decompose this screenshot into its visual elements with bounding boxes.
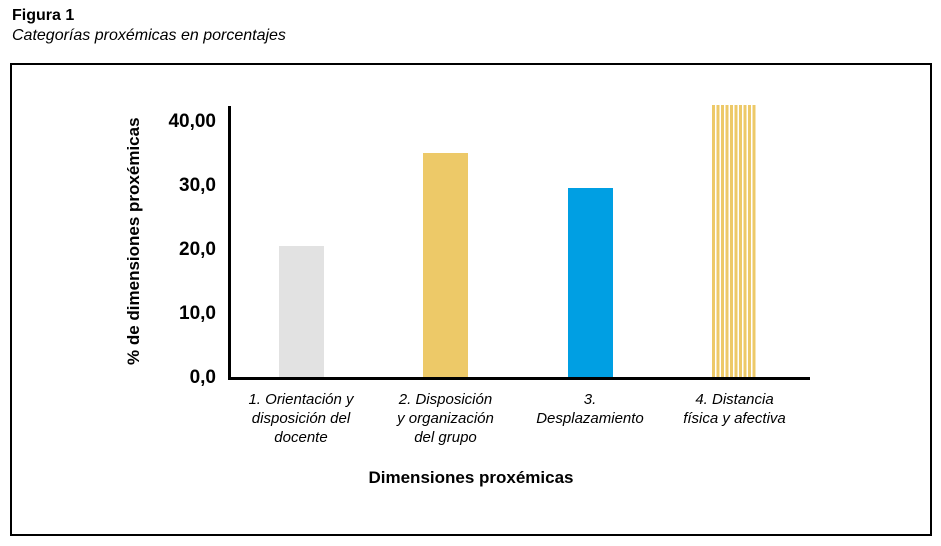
- x-axis-title: Dimensiones proxémicas: [368, 468, 574, 487]
- figure-label: Figura 1: [12, 7, 75, 24]
- bar-1: [278, 245, 324, 377]
- figure-box: % de dimensiones proxémicas 0,0 10,0 20,0 3…: [10, 63, 932, 536]
- y-tick-label: 40,00: [168, 111, 216, 132]
- bar-4: [712, 105, 757, 377]
- y-tick-label: 30,0: [179, 175, 216, 196]
- bar-2: [423, 153, 468, 377]
- y-tick-label: 20,0: [179, 239, 216, 260]
- x-axis-line: [228, 377, 810, 380]
- figure-caption: Categorías proxémicas en porcentajes: [12, 27, 286, 44]
- y-tick-label: 0,0: [189, 367, 216, 388]
- category-label: 1. Orientación y disposición del docente: [248, 391, 354, 446]
- category-label: 4. Distancia física y afectiva: [683, 391, 786, 427]
- y-tick-label: 10,0: [179, 303, 216, 324]
- category-label: 2. Disposición y organización del grupo: [397, 391, 494, 446]
- bar-3: [567, 188, 613, 377]
- category-label: 3. Desplazamiento: [536, 391, 644, 427]
- y-axis-line: [228, 106, 231, 380]
